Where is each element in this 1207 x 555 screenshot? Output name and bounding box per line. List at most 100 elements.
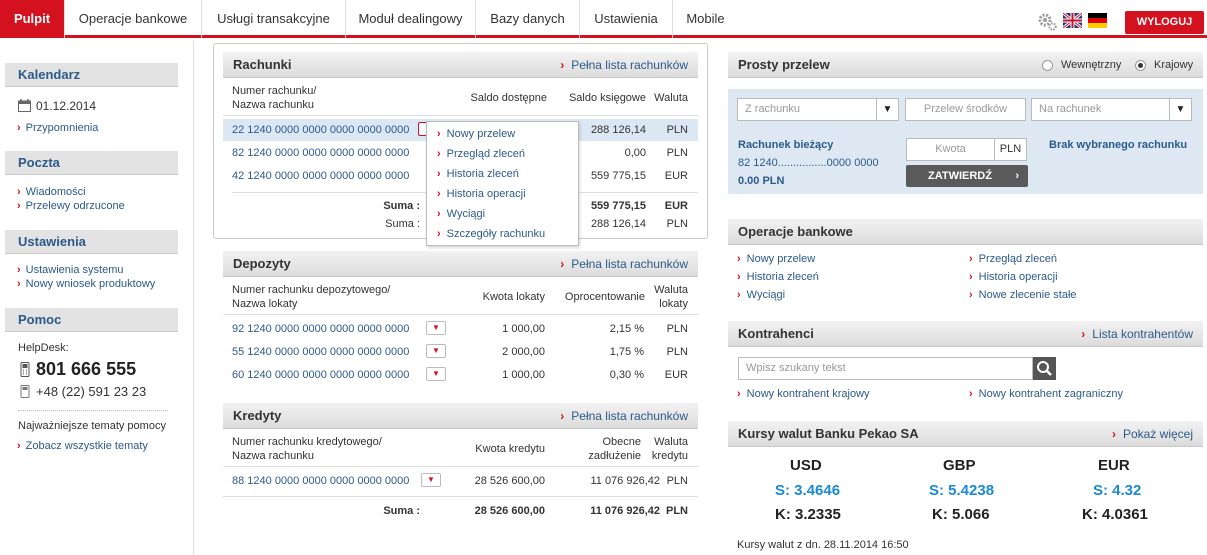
menu-account-details[interactable]: Szczegóły rachunku bbox=[437, 228, 545, 240]
currency: PLN bbox=[666, 147, 688, 159]
transfer-funds-field[interactable]: Przelew środków bbox=[905, 98, 1026, 121]
account-number[interactable]: 42 1240 0000 0000 0000 0000 0000 bbox=[232, 170, 410, 182]
account-number[interactable]: 82 1240 0000 0000 0000 0000 0000 bbox=[232, 147, 410, 159]
top-navigation: Pulpit Operacje bankowe Usługi transakcy… bbox=[0, 0, 1207, 38]
deposit-amount: 2 000,00 bbox=[502, 346, 545, 358]
currency: PLN bbox=[666, 346, 688, 358]
calendar-header: Kalendarz bbox=[5, 63, 178, 87]
accounts-full-list-link[interactable]: Pełna lista rachunków bbox=[560, 52, 688, 78]
menu-new-transfer[interactable]: Nowy przelew bbox=[437, 128, 515, 140]
sidebar-divider bbox=[193, 41, 194, 555]
to-account-select[interactable]: Na rachunek bbox=[1031, 98, 1192, 121]
currency: EUR bbox=[664, 170, 688, 182]
book-balance: 559 775,15 bbox=[590, 170, 646, 182]
op-orders-review-link[interactable]: Przegląd zleceń bbox=[969, 253, 1057, 265]
from-account-select[interactable]: Z rachunku bbox=[737, 98, 899, 121]
selected-account-number: 82 1240................0000 0000 bbox=[738, 157, 879, 169]
no-account-selected: Brak wybranego rachunku bbox=[1049, 139, 1188, 151]
menu-statements[interactable]: Wyciągi bbox=[437, 208, 485, 220]
radio-domestic[interactable] bbox=[1135, 60, 1146, 71]
op-new-standing-order-link[interactable]: Nowe zlecenie stałe bbox=[969, 289, 1077, 301]
messages-link[interactable]: Wiadomości bbox=[17, 186, 86, 198]
transfer-title: Prosty przelew bbox=[738, 57, 830, 72]
help-divider bbox=[18, 410, 168, 411]
settings-gear-icon[interactable] bbox=[1038, 12, 1058, 32]
row-menu-toggle[interactable]: ▼ bbox=[421, 473, 441, 487]
reminders-link[interactable]: Przypomnienia bbox=[17, 122, 99, 134]
deposit-number[interactable]: 92 1240 0000 0000 0000 0000 0000 bbox=[232, 323, 410, 335]
german-flag-icon[interactable] bbox=[1088, 13, 1107, 28]
mail-header: Poczta bbox=[5, 151, 178, 175]
row-menu-toggle[interactable]: ▼ bbox=[426, 344, 446, 358]
tab-ustawienia[interactable]: Ustawienia bbox=[580, 0, 673, 38]
rate-currency-code: GBP bbox=[943, 457, 976, 474]
system-settings-link[interactable]: Ustawienia systemu bbox=[17, 264, 124, 276]
all-topics-link[interactable]: Zobacz wszystkie tematy bbox=[17, 440, 148, 452]
submit-transfer-button[interactable]: ZATWIERDŹ › bbox=[906, 165, 1028, 187]
header-divider bbox=[223, 466, 698, 467]
interest-rate: 0,30 % bbox=[609, 369, 644, 381]
tab-modul-dealingowy[interactable]: Moduł dealingowy bbox=[346, 0, 476, 38]
uk-flag-icon[interactable] bbox=[1063, 13, 1082, 28]
deposits-header: Depozyty Pełna lista rachunków bbox=[223, 251, 698, 277]
deposit-number[interactable]: 55 1240 0000 0000 0000 0000 0000 bbox=[232, 346, 410, 358]
header-divider bbox=[223, 314, 698, 315]
new-foreign-contractor-link[interactable]: Nowy kontrahent zagraniczny bbox=[969, 388, 1123, 400]
tab-uslugi-transakcyjne[interactable]: Usługi transakcyjne bbox=[202, 0, 346, 38]
credits-header: Kredyty Pełna lista rachunków bbox=[223, 403, 698, 429]
menu-orders-history[interactable]: Historia zleceń bbox=[437, 168, 519, 180]
phone-icon bbox=[20, 362, 30, 377]
credit-number[interactable]: 88 1240 0000 0000 0000 0000 0000 bbox=[232, 475, 410, 487]
op-statements-link[interactable]: Wyciągi bbox=[737, 289, 785, 301]
calendar-date: 01.12.2014 bbox=[36, 99, 97, 113]
interest-rate: 2,15 % bbox=[609, 323, 644, 335]
op-orders-history-link[interactable]: Historia zleceń bbox=[737, 271, 819, 283]
sum-debt: 11 076 926,42 bbox=[590, 505, 660, 517]
search-icon bbox=[1037, 361, 1052, 376]
rates-more-link[interactable]: Pokaż więcej bbox=[1112, 421, 1193, 447]
radio-internal-label: Wewnętrzny bbox=[1061, 59, 1122, 71]
amount-input[interactable]: Kwota bbox=[906, 138, 995, 161]
contractor-search-input[interactable]: Wpisz szukany tekst bbox=[738, 357, 1033, 380]
helpdesk-phone-main: 801 666 555 bbox=[36, 359, 137, 379]
col-interest-rate: Oprocentowanie bbox=[564, 291, 645, 303]
chevron-down-icon: ▼ bbox=[1169, 99, 1191, 120]
tab-operacje-bankowe[interactable]: Operacje bankowe bbox=[65, 0, 202, 38]
rate-currency-code: EUR bbox=[1098, 457, 1130, 474]
tab-mobile[interactable]: Mobile bbox=[686, 11, 725, 26]
help-header: Pomoc bbox=[5, 308, 178, 332]
tab-bazy-danych[interactable]: Bazy danych bbox=[476, 0, 580, 38]
rate-buy: K: 5.066 bbox=[932, 506, 990, 523]
row-menu-toggle[interactable]: ▼ bbox=[426, 367, 446, 381]
credits-full-list-link[interactable]: Pełna lista rachunków bbox=[560, 403, 688, 429]
selected-account-name: Rachunek bieżący bbox=[738, 139, 834, 151]
new-domestic-contractor-link[interactable]: Nowy kontrahent krajowy bbox=[737, 388, 870, 400]
chevron-down-icon: ▼ bbox=[876, 99, 898, 120]
phone-icon bbox=[20, 385, 30, 398]
radio-internal[interactable] bbox=[1042, 60, 1053, 71]
tab-pulpit[interactable]: Pulpit bbox=[0, 0, 65, 38]
accounts-header: Rachunki Pełna lista rachunków bbox=[223, 52, 698, 78]
col-credit-number: Numer rachunku kredytowego/Nazwa rachunk… bbox=[232, 436, 382, 462]
selected-account-balance: 0.00 PLN bbox=[738, 175, 785, 187]
account-number[interactable]: 22 1240 0000 0000 0000 0000 0000 bbox=[232, 124, 410, 136]
menu-operations-history[interactable]: Historia operacji bbox=[437, 188, 526, 200]
deposit-amount: 1 000,00 bbox=[502, 323, 545, 335]
credit-amount: 28 526 600,00 bbox=[474, 475, 545, 487]
op-operations-history-link[interactable]: Historia operacji bbox=[969, 271, 1058, 283]
search-button[interactable] bbox=[1033, 357, 1056, 380]
currency: PLN bbox=[666, 124, 688, 136]
logout-button[interactable]: WYLOGUJ bbox=[1125, 11, 1204, 34]
deposit-number[interactable]: 60 1240 0000 0000 0000 0000 0000 bbox=[232, 369, 410, 381]
rejected-transfers-link[interactable]: Przelewy odrzucone bbox=[17, 200, 125, 212]
settings-header: Ustawienia bbox=[5, 230, 178, 254]
op-new-transfer-link[interactable]: Nowy przelew bbox=[737, 253, 815, 265]
menu-orders-review[interactable]: Przegląd zleceń bbox=[437, 148, 525, 160]
rate-buy: K: 3.2335 bbox=[775, 506, 841, 523]
new-product-request-link[interactable]: Nowy wniosek produktowy bbox=[17, 278, 156, 290]
rate-buy: K: 4.0361 bbox=[1082, 506, 1148, 523]
deposit-amount: 1 000,00 bbox=[502, 369, 545, 381]
row-menu-toggle[interactable]: ▼ bbox=[426, 321, 446, 335]
contractors-list-link[interactable]: Lista kontrahentów bbox=[1081, 321, 1193, 347]
deposits-full-list-link[interactable]: Pełna lista rachunków bbox=[560, 251, 688, 277]
